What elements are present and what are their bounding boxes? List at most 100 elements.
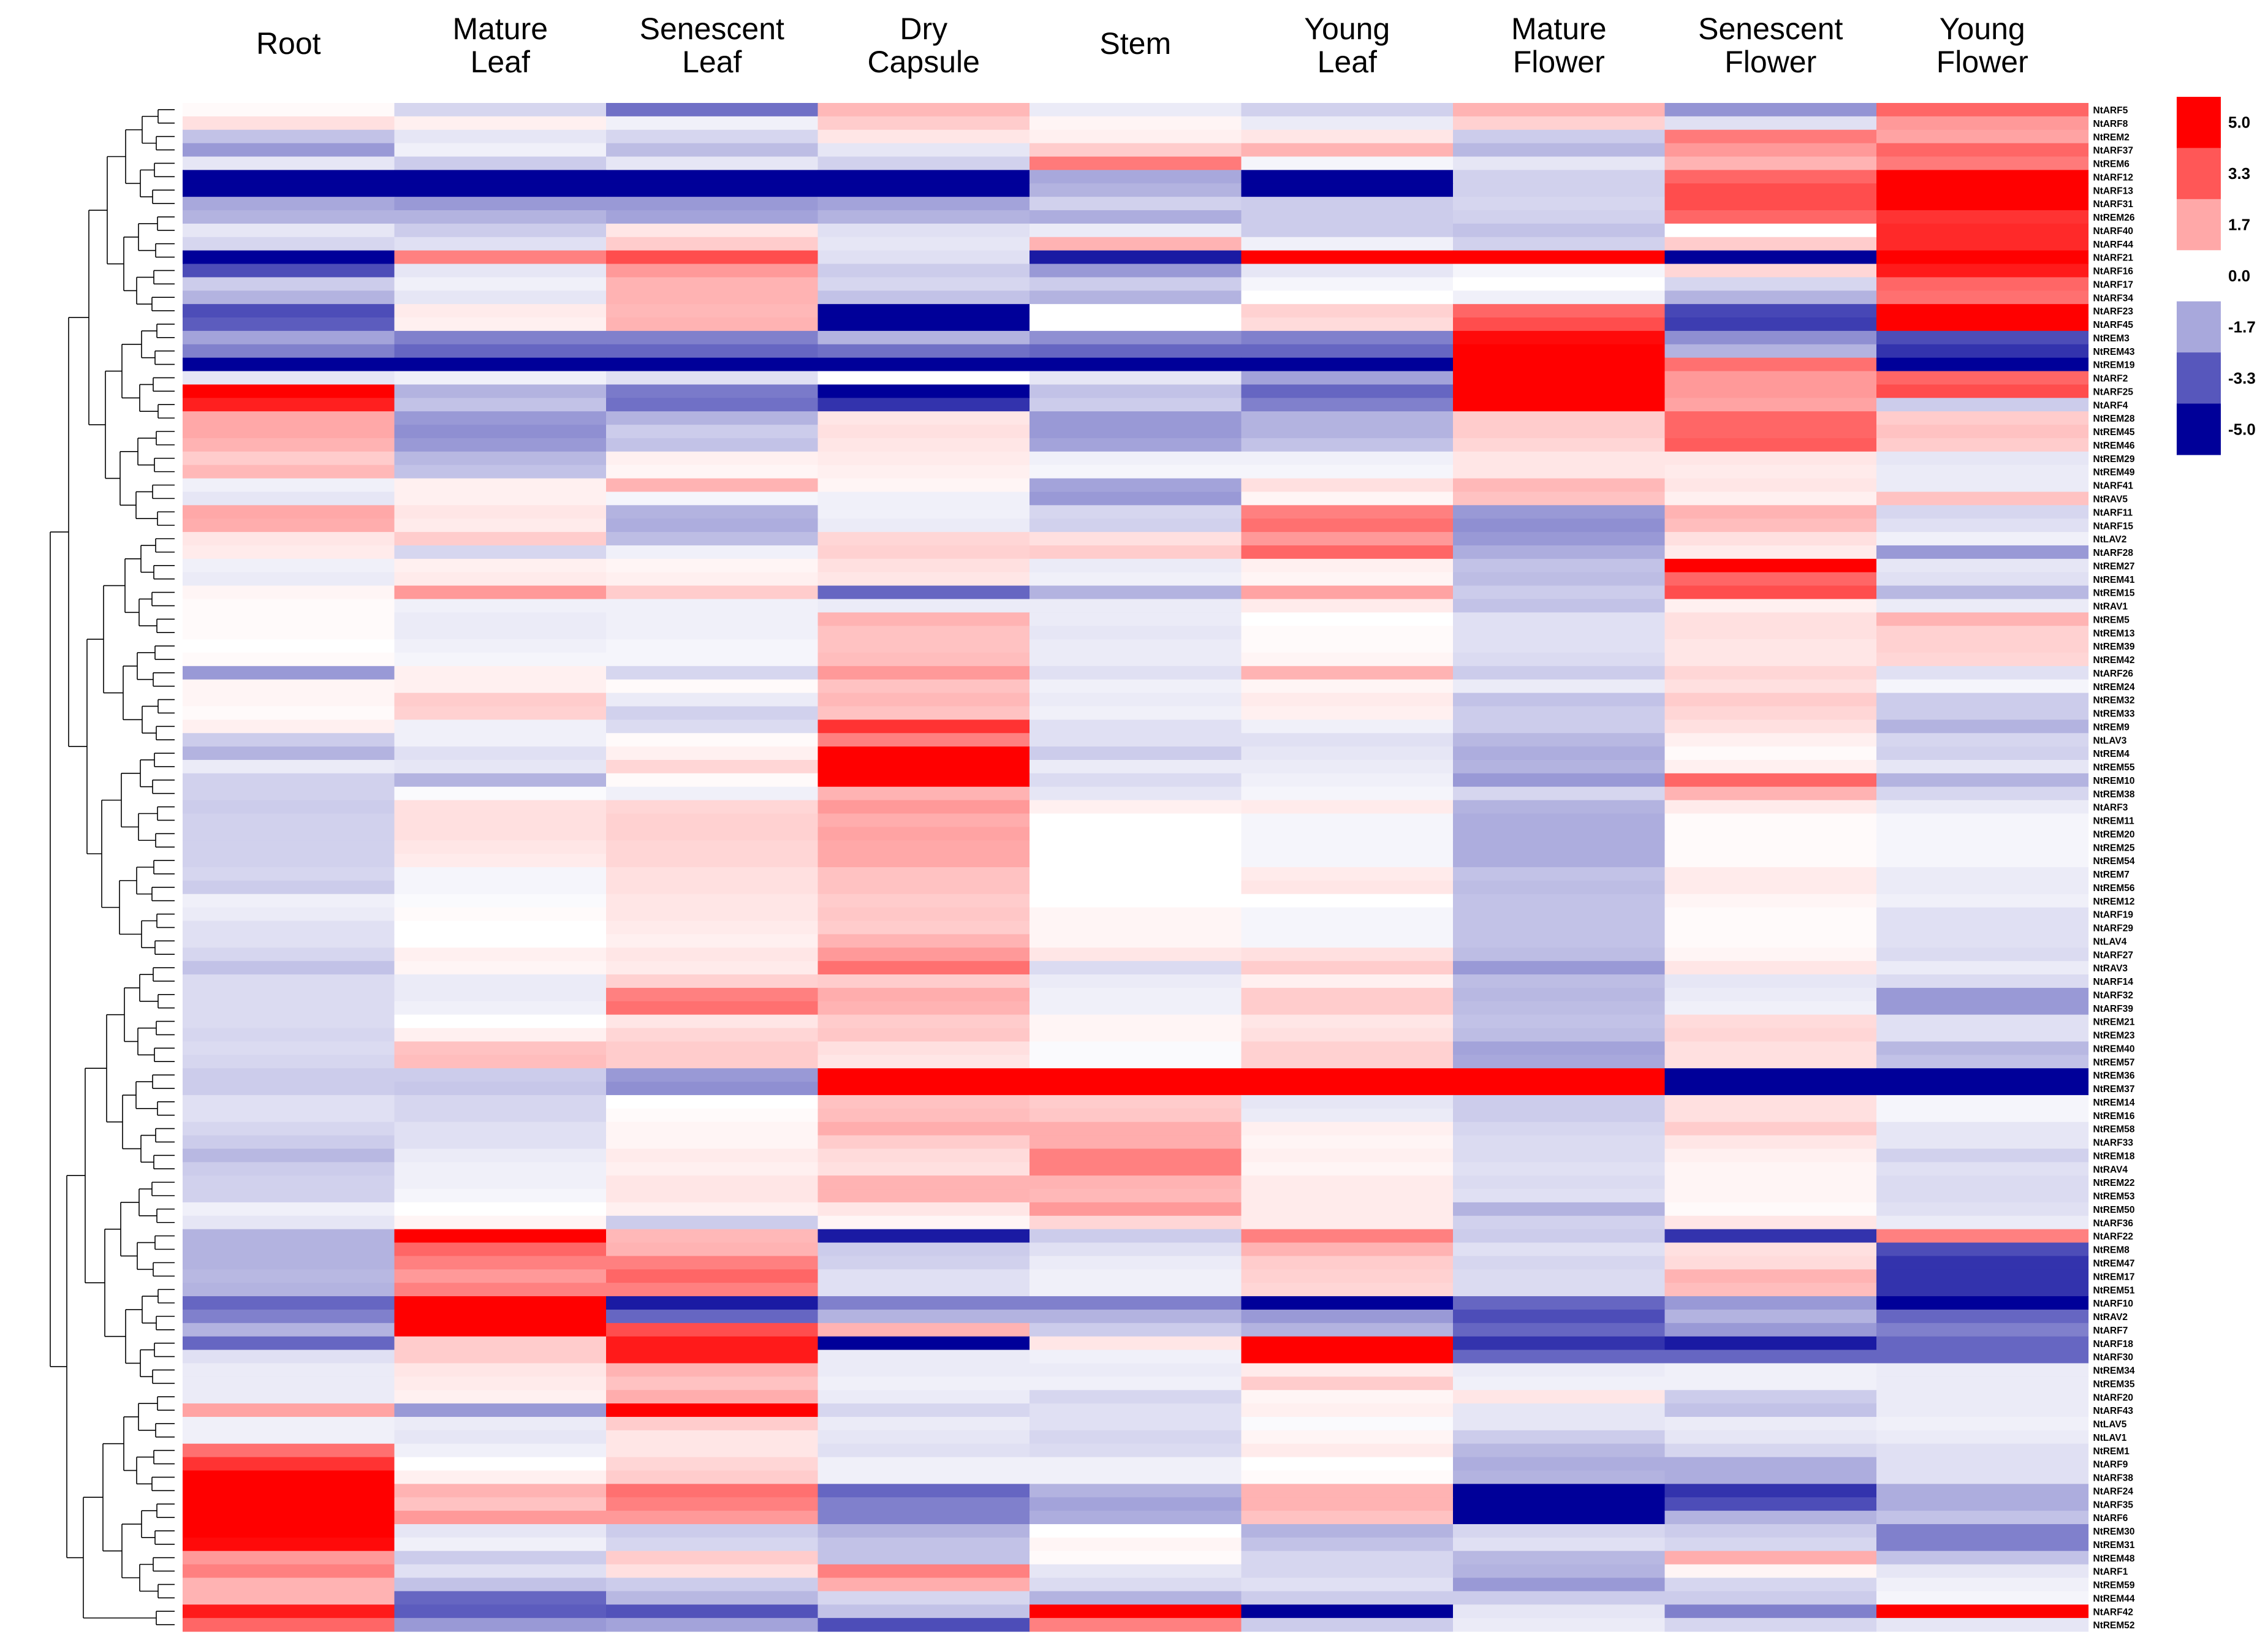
heatmap-cell — [817, 532, 1030, 546]
heatmap-cell — [817, 1363, 1030, 1377]
heatmap-cell — [1876, 1175, 2089, 1190]
heatmap-cell — [1453, 746, 1666, 761]
heatmap-cell — [1876, 759, 2089, 774]
heatmap-cell — [394, 719, 607, 734]
heatmap-cell — [1664, 277, 1877, 291]
heatmap-cell — [606, 1403, 819, 1418]
heatmap-cell — [817, 585, 1030, 600]
heatmap-cell — [1453, 371, 1666, 385]
heatmap-cell — [1664, 1108, 1877, 1123]
heatmap-cell — [183, 585, 395, 600]
heatmap-cell — [1030, 867, 1242, 881]
heatmap-cell — [394, 1108, 607, 1123]
heatmap-cell — [394, 129, 607, 144]
heatmap-cell — [606, 438, 819, 452]
heatmap-cell — [394, 1014, 607, 1029]
row-label: NtARF43 — [2093, 1406, 2134, 1416]
heatmap-cell — [1241, 1269, 1454, 1283]
heatmap-cell — [183, 733, 395, 747]
heatmap-cell — [1664, 800, 1877, 814]
heatmap-cell — [394, 1242, 607, 1257]
heatmap-cell — [817, 934, 1030, 948]
row-label: NtREM7 — [2093, 870, 2130, 880]
heatmap-cell — [1453, 317, 1666, 332]
heatmap-cell — [1664, 304, 1877, 318]
heatmap-cell — [183, 1309, 395, 1324]
heatmap-cell — [394, 518, 607, 533]
heatmap-cell — [1241, 1484, 1454, 1498]
heatmap-cell — [1664, 1148, 1877, 1163]
heatmap-cell — [183, 545, 395, 560]
heatmap-cell — [1030, 1068, 1242, 1082]
heatmap-cell — [1664, 1618, 1877, 1632]
heatmap-cell — [1241, 330, 1454, 345]
heatmap-cell — [1453, 679, 1666, 694]
heatmap-cell — [1453, 1242, 1666, 1257]
heatmap-cell — [606, 1376, 819, 1391]
heatmap-cell — [1241, 854, 1454, 868]
row-dendrogram — [50, 109, 175, 1625]
heatmap-cell — [1241, 398, 1454, 412]
heatmap-cell — [394, 1443, 607, 1458]
heatmap-cell — [1241, 1082, 1454, 1096]
heatmap-cell — [1030, 987, 1242, 1002]
heatmap-cell — [606, 1055, 819, 1069]
heatmap-cell — [1453, 223, 1666, 238]
heatmap-cell — [394, 1564, 607, 1579]
heatmap-cell — [1241, 558, 1454, 573]
heatmap-cell — [1876, 1028, 2089, 1042]
heatmap-cell — [606, 210, 819, 224]
heatmap-cell — [1453, 585, 1666, 600]
heatmap-cell — [817, 290, 1030, 305]
heatmap-cell — [606, 451, 819, 466]
heatmap-cell — [1876, 1242, 2089, 1257]
row-label: NtARF35 — [2093, 1500, 2134, 1510]
heatmap-cell — [394, 599, 607, 613]
heatmap-cell — [1664, 1055, 1877, 1069]
heatmap-cell — [1030, 1162, 1242, 1176]
heatmap-cell — [606, 505, 819, 519]
heatmap-cell — [183, 1416, 395, 1431]
heatmap-cell — [1453, 1215, 1666, 1230]
heatmap-cell — [1030, 827, 1242, 841]
heatmap-cell — [606, 1189, 819, 1203]
heatmap-cell — [1030, 384, 1242, 398]
heatmap-cell — [1453, 1041, 1666, 1055]
heatmap-cell — [1030, 1564, 1242, 1579]
heatmap-cell — [1664, 1001, 1877, 1015]
heatmap-cell — [394, 987, 607, 1002]
heatmap-cell — [1664, 572, 1877, 586]
heatmap-cell — [1453, 210, 1666, 224]
heatmap-cell — [817, 1135, 1030, 1150]
heatmap-cell — [1876, 867, 2089, 881]
row-label: NtREM10 — [2093, 776, 2135, 786]
heatmap-cell — [1241, 357, 1454, 372]
heatmap-cell — [1453, 1618, 1666, 1632]
heatmap-cell — [394, 1189, 607, 1203]
heatmap-cell — [183, 827, 395, 841]
heatmap-cell — [394, 411, 607, 425]
heatmap-cell — [1664, 518, 1877, 533]
heatmap-cell — [183, 1202, 395, 1216]
heatmap-cell — [394, 1269, 607, 1283]
heatmap-cell — [817, 1189, 1030, 1203]
heatmap-cell — [817, 558, 1030, 573]
heatmap-cell — [1453, 920, 1666, 935]
row-label: NtREM11 — [2093, 816, 2135, 827]
heatmap-cell — [1453, 1443, 1666, 1458]
heatmap-cell — [817, 1229, 1030, 1243]
heatmap-cell — [1030, 1283, 1242, 1297]
heatmap-cell — [817, 1055, 1030, 1069]
heatmap-cell — [183, 317, 395, 332]
heatmap-cell — [394, 1524, 607, 1538]
heatmap-cell — [394, 880, 607, 895]
heatmap-cell — [606, 639, 819, 653]
heatmap-cell — [817, 1108, 1030, 1123]
heatmap-cell — [1876, 854, 2089, 868]
row-label: NtLAV2 — [2093, 534, 2127, 545]
heatmap-cell — [394, 1349, 607, 1364]
heatmap-cell — [1664, 1430, 1877, 1444]
heatmap-cell — [394, 116, 607, 131]
heatmap-cell — [1030, 880, 1242, 895]
heatmap-cell — [394, 1028, 607, 1042]
